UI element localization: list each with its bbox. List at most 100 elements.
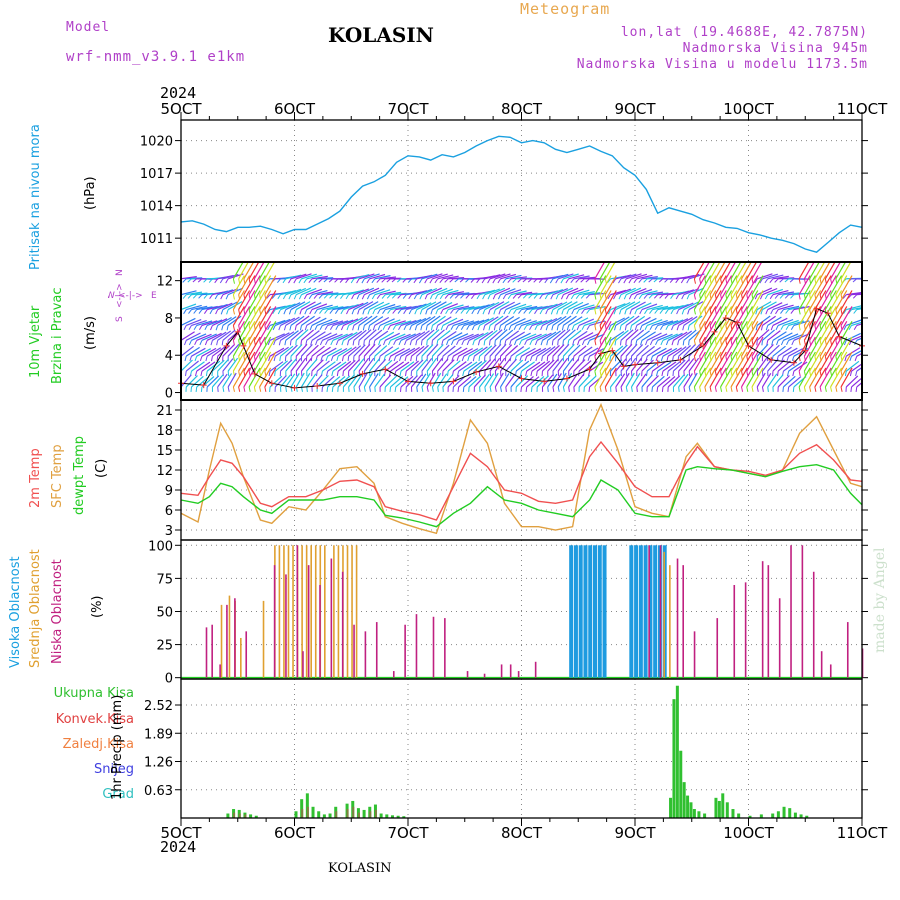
wind-barb [489,343,502,357]
wind-barb [626,273,642,280]
wind-barb [379,331,395,341]
wind-barb-head [575,278,580,283]
wind-barb [384,347,400,357]
wind-barb-head [329,325,334,330]
wind-barb [714,275,727,295]
wind-barb-head [294,309,297,315]
wind-barb [793,361,808,372]
wind-barb [662,361,677,372]
wind-barb-head [517,278,522,283]
temp-y-tick-label: 3 [165,524,173,539]
wind-barb-head [454,294,460,299]
wind-barb [253,367,266,388]
wind-barb [652,347,667,357]
wind-barb-head [656,386,659,392]
wind-barb-head [441,340,444,346]
wind-barb [185,360,199,372]
wind-barb-head [494,371,497,377]
wind-barb [557,372,567,388]
wind-barb [206,375,220,388]
wind-barb [280,290,297,296]
wind-barb-head [339,278,344,283]
wind-barb [248,351,261,372]
wind-barb-head [289,325,292,331]
wind-barb [301,358,312,372]
wind-barb-head [416,386,418,392]
wind-barb [809,290,822,310]
wind-barb [735,367,748,388]
wind-barb [426,287,443,296]
wind-barb-head [852,294,858,299]
wind-barb [484,329,498,341]
wind-barb-head [678,386,680,392]
wind-barb-head [197,278,203,283]
wind-barb [374,330,389,341]
low-cloud-bar [682,565,684,678]
wind-barb-head [633,278,638,284]
wind-barb [688,315,703,326]
wind-barb [385,332,400,341]
wind-barb [536,360,551,372]
wind-barb [657,306,674,311]
wind-barb [830,367,843,388]
wind-barb-head [522,278,528,283]
wind-barb-head [232,325,235,331]
wind-barb [201,361,216,372]
wind-barb-head [619,309,622,315]
wind-barb-head [309,325,313,331]
wind-barb [762,344,774,357]
wind-barb [264,336,277,357]
total-precip-bar [748,815,752,818]
wind-barb-head [378,356,381,362]
wind-barb-head [421,386,424,392]
wind-barb-head [594,309,597,315]
wind-barb-head [555,278,559,284]
wind-barb [437,302,453,311]
low-cloud-bar [509,664,512,678]
wind-barb [390,320,406,326]
wind-barb-head [214,278,219,284]
wind-barb-head [225,294,229,300]
wind-barb [196,306,213,311]
wind-barb-head [580,294,585,299]
wind-barb [437,330,451,341]
wind-barb [615,301,631,311]
wind-barb [489,301,505,311]
wind-barb [300,372,311,388]
wind-barb-head [328,278,334,283]
wind-barb [374,289,391,296]
wind-barb-head [391,278,397,283]
wind-barb [521,305,538,311]
wind-barb-head [688,371,691,377]
wind-barb [421,315,436,326]
wind-barb [599,275,612,295]
wind-barb [432,344,444,357]
wind-barb [212,303,228,311]
wind-barb [856,366,862,372]
wind-barb-head [356,278,360,284]
low-cloud-bar [285,574,287,678]
wind-barb-head [404,356,407,362]
total-precip-bar [402,816,406,818]
wind-barb-head [714,309,717,315]
low-cloud-bar [273,565,276,678]
wind-barb [363,343,376,357]
wind-barb-head [425,309,428,315]
wind-barb-head [665,340,669,346]
wind-barb [788,306,805,311]
wind-barb [222,344,235,357]
wind-barb [641,331,656,341]
wind-barb [343,318,359,326]
wind-barb [835,275,848,295]
wind-barb-head [631,386,633,392]
wind-barb-head [779,278,784,283]
wind-barb-head [325,340,329,346]
wind-barb [264,351,277,372]
wind-barb-head [798,370,801,377]
wind-barb [578,360,592,372]
wind-barb [725,336,738,357]
wind-barb-head [238,309,241,315]
wind-gust-marker [790,359,797,366]
wind-barb [342,374,355,388]
wind-barb [720,275,733,295]
